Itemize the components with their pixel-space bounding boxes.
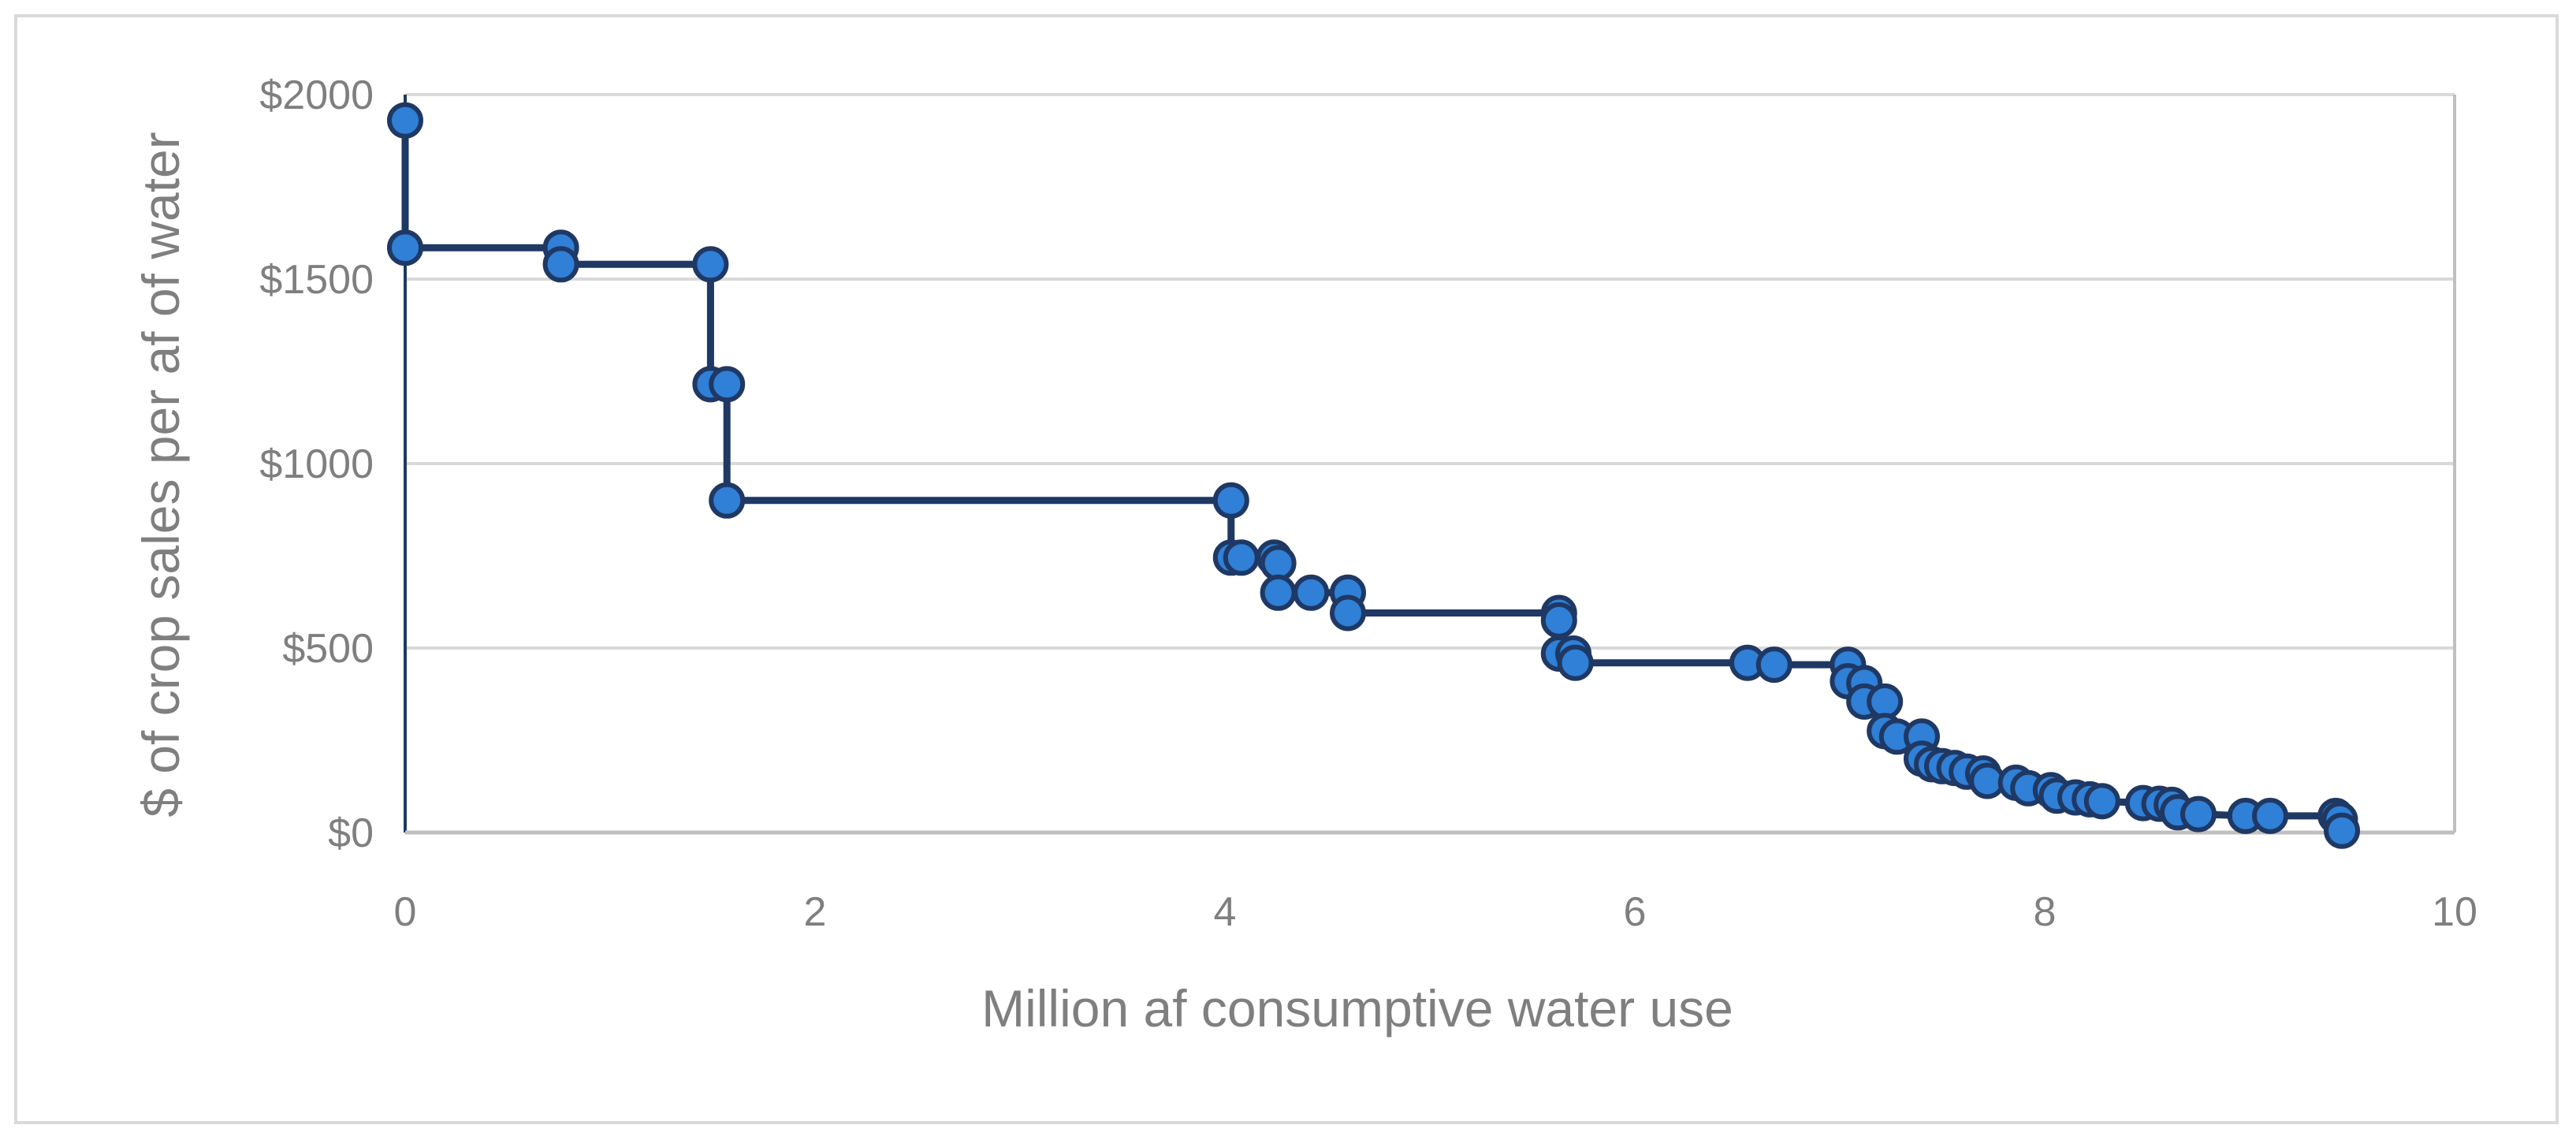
data-point [1212, 482, 1249, 519]
tick-labels: $0 $500 $1000 $1500 $2000 0 2 4 6 8 10 [259, 73, 2477, 935]
data-point [709, 366, 746, 403]
step-chart: $0 $500 $1000 $1500 $2000 0 2 4 6 8 10 Million af … [132, 73, 2477, 1038]
data-point [2252, 797, 2288, 834]
data-point [709, 482, 746, 519]
data-point [692, 246, 729, 283]
y-tick-label: $2000 [259, 73, 374, 118]
series-line-0 [401, 117, 2346, 835]
y-tick-label: $1500 [259, 257, 374, 303]
data-point [1867, 683, 1904, 720]
chart-frame: $0 $500 $1000 $1500 $2000 0 2 4 6 8 10 Million af … [14, 14, 2559, 1124]
data-points [387, 102, 2360, 849]
x-tick-label: 2 [804, 889, 827, 935]
x-tick-label: 10 [2432, 889, 2477, 935]
data-point [1540, 602, 1577, 639]
series-line [401, 117, 2346, 835]
data-point [1557, 644, 1594, 681]
data-point [1223, 539, 1260, 576]
x-tick-label: 6 [1624, 889, 1647, 935]
data-point [387, 102, 423, 139]
data-point [2083, 783, 2120, 820]
x-axis-title: Million af consumptive water use [981, 979, 1733, 1038]
x-tick-label: 0 [394, 889, 417, 935]
x-tick-label: 8 [2034, 889, 2057, 935]
data-point [1260, 545, 1297, 582]
y-tick-label: $500 [282, 626, 374, 672]
y-tick-label: $1000 [259, 441, 374, 487]
data-point [2324, 812, 2360, 849]
data-point [1755, 646, 1792, 684]
data-point [387, 229, 423, 266]
data-point [2180, 795, 2217, 833]
data-point [1260, 574, 1297, 611]
gridlines [405, 93, 2455, 650]
data-point [542, 246, 579, 283]
x-tick-label: 4 [1214, 889, 1237, 935]
y-tick-label: $0 [328, 810, 374, 856]
y-axis-title: $ of crop sales per af of water [132, 132, 190, 817]
data-point [1330, 594, 1366, 631]
data-point [1293, 574, 1330, 611]
